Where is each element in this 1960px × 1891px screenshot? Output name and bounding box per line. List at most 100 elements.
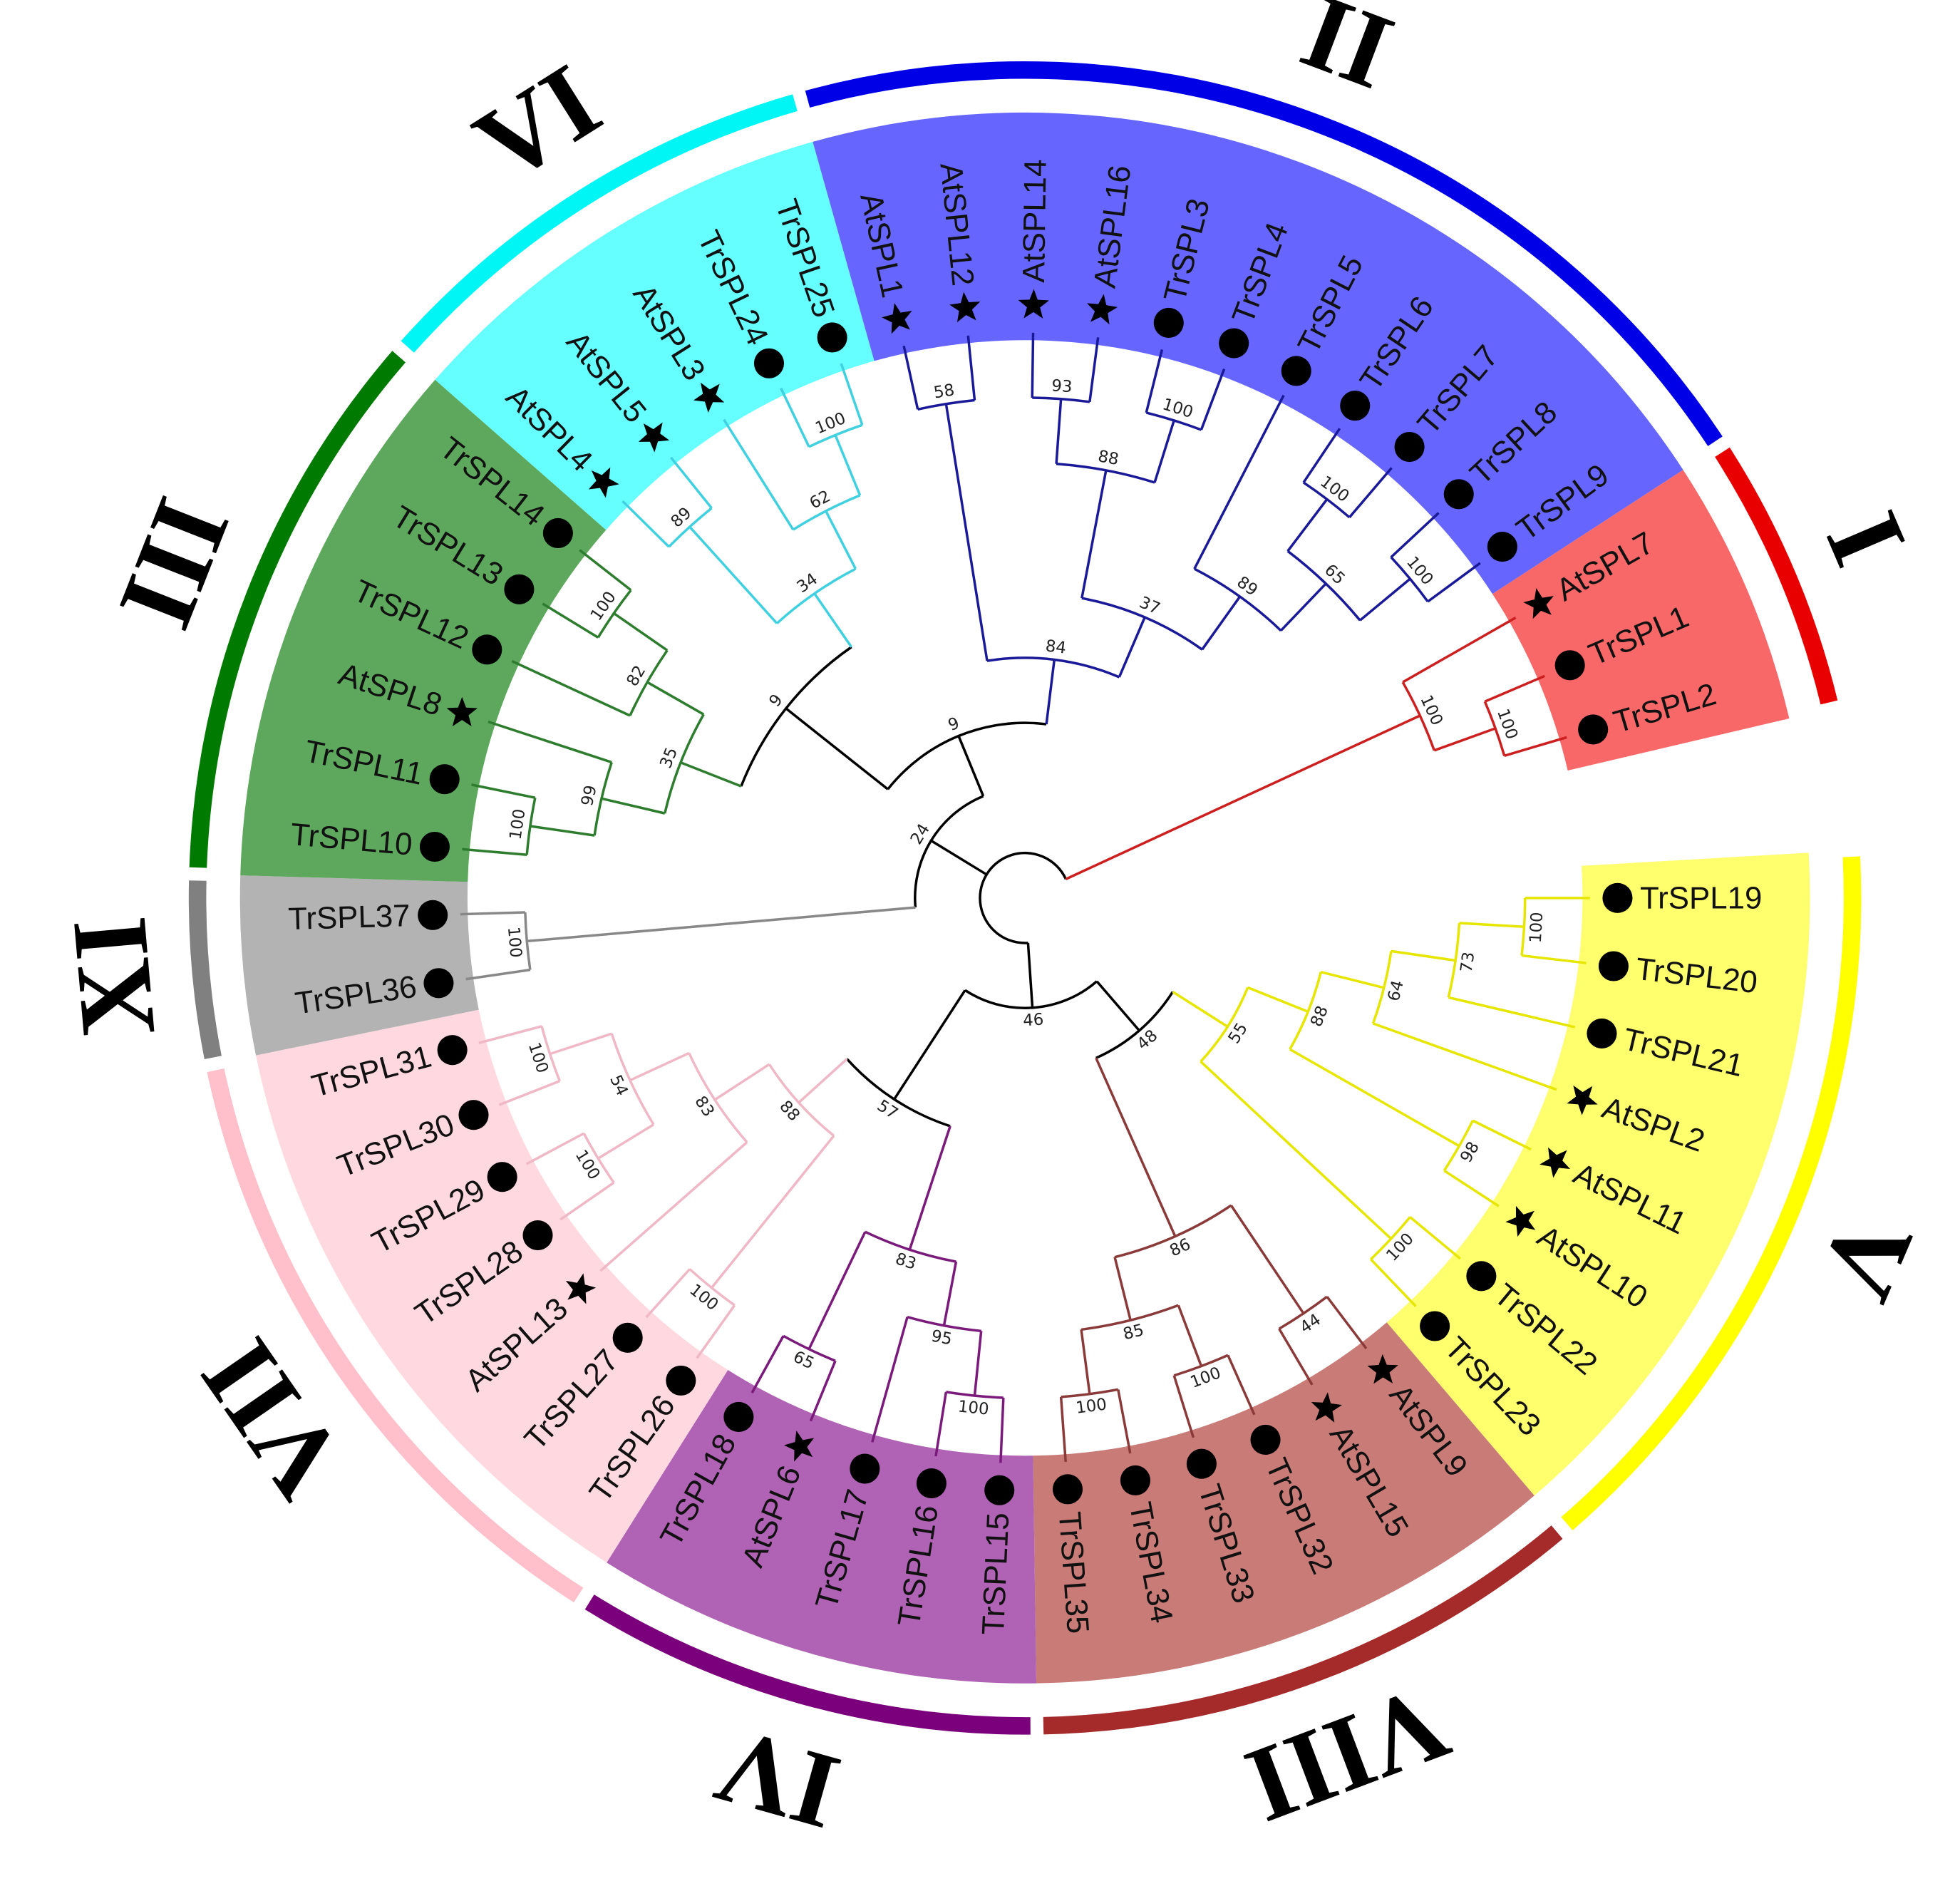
branch — [1448, 996, 1576, 1029]
branch — [1200, 1061, 1392, 1240]
branch — [930, 839, 988, 876]
branch — [1118, 617, 1146, 678]
branch — [1095, 980, 1140, 1032]
circle-marker — [504, 574, 535, 604]
branch — [1080, 470, 1108, 599]
clade-wedge — [240, 379, 607, 882]
branch — [525, 1132, 584, 1165]
branch-arc — [808, 423, 863, 448]
branch-arc — [914, 795, 984, 908]
circle-marker — [1598, 951, 1629, 981]
branch — [1326, 1296, 1368, 1349]
branch — [1278, 1328, 1314, 1386]
branch-arc — [1145, 411, 1202, 431]
star-marker — [1523, 588, 1554, 619]
circle-marker — [437, 1035, 468, 1066]
branch — [798, 1058, 848, 1104]
support-value: 100 — [1416, 692, 1446, 728]
branch-arc — [775, 567, 857, 624]
support-value: 93 — [1051, 376, 1073, 396]
circle-marker — [1120, 1465, 1151, 1496]
clade-wedge — [435, 141, 875, 530]
branch — [1117, 1389, 1132, 1454]
circle-marker — [1466, 1261, 1497, 1292]
star-marker — [693, 382, 725, 413]
branch — [530, 825, 595, 837]
branch — [780, 387, 810, 448]
clade-ring — [1715, 447, 1838, 705]
branch-arc — [593, 761, 613, 836]
branch — [1059, 1396, 1067, 1462]
branch-arc — [979, 851, 1068, 944]
circle-marker — [1554, 650, 1585, 681]
branch — [809, 1360, 837, 1422]
circle-marker — [418, 900, 448, 930]
branch — [597, 1123, 654, 1160]
branch — [1472, 1119, 1532, 1151]
branch — [579, 549, 632, 592]
circle-marker — [984, 1475, 1015, 1505]
branch — [1247, 986, 1309, 1014]
circle-marker — [612, 1322, 643, 1353]
branch — [621, 500, 670, 548]
clade-ring — [207, 1068, 584, 1603]
branch-arc — [907, 1316, 981, 1333]
branch — [680, 761, 742, 788]
branch — [1031, 332, 1035, 398]
branch — [462, 847, 527, 856]
clade-wedge — [1033, 1322, 1535, 1684]
branch — [813, 592, 853, 648]
clade-rings — [188, 61, 1862, 1735]
branch — [1390, 512, 1440, 559]
branch — [713, 1063, 770, 1101]
support-value: 83 — [893, 1249, 919, 1274]
branch — [1427, 562, 1481, 603]
support-value: 100 — [507, 808, 530, 841]
star-marker — [565, 1273, 597, 1304]
branch — [1026, 942, 1034, 1008]
branch — [1088, 337, 1100, 403]
support-value: 64 — [1385, 979, 1408, 1003]
branch — [1229, 1205, 1305, 1314]
branch — [1153, 420, 1175, 483]
circle-marker — [817, 322, 847, 353]
support-values: 1007364988810055441001008586481009565831… — [502, 375, 1549, 1421]
branch — [825, 510, 857, 570]
branch-arc — [865, 1230, 956, 1263]
branch-arc — [1278, 1295, 1328, 1330]
clade-label: V — [1797, 1198, 1936, 1317]
circle-marker — [723, 1401, 754, 1433]
clade-ring — [401, 94, 798, 353]
branch — [1172, 1375, 1195, 1438]
branch — [1065, 714, 1421, 880]
star-marker — [446, 696, 478, 727]
branch — [999, 1397, 1005, 1463]
support-value: 99 — [578, 783, 601, 808]
star-marker — [1367, 1354, 1398, 1384]
branch — [629, 1051, 690, 1082]
branch-arc — [1200, 986, 1249, 1063]
branch — [527, 906, 916, 943]
branch — [1227, 1354, 1256, 1416]
support-value: 100 — [1316, 473, 1352, 506]
clade-wedge — [1386, 852, 1810, 1496]
branch — [1433, 727, 1496, 752]
branch — [613, 612, 669, 651]
branch — [645, 1268, 691, 1319]
branch — [1200, 369, 1226, 431]
branch — [599, 1141, 748, 1272]
branch-arc — [1447, 922, 1461, 998]
circle-marker — [458, 1100, 489, 1130]
branch — [957, 735, 985, 797]
star-marker — [882, 303, 912, 334]
circle-marker — [1281, 356, 1311, 386]
branch — [711, 1135, 835, 1289]
branch-arc — [1056, 463, 1155, 484]
branch — [1521, 954, 1587, 964]
branch — [1320, 970, 1385, 989]
branch — [966, 335, 976, 401]
branch — [902, 345, 919, 410]
branch — [559, 1181, 615, 1221]
branch — [1145, 349, 1164, 413]
branch — [808, 1231, 867, 1350]
